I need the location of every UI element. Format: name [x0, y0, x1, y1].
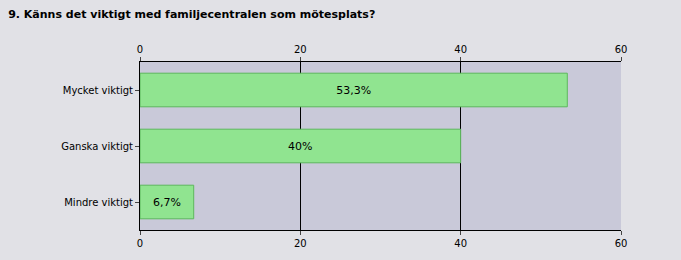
svg-text:20: 20 — [294, 44, 307, 55]
svg-text:40: 40 — [454, 238, 467, 249]
svg-text:60: 60 — [615, 238, 628, 249]
svg-text:60: 60 — [615, 44, 628, 55]
svg-text:53,3%: 53,3% — [336, 84, 371, 97]
svg-text:Mycket viktigt: Mycket viktigt — [63, 85, 133, 96]
svg-text:40%: 40% — [288, 140, 312, 153]
svg-text:6,7%: 6,7% — [153, 196, 181, 209]
svg-text:0: 0 — [137, 44, 143, 55]
svg-text:Ganska viktigt: Ganska viktigt — [61, 141, 133, 152]
svg-text:9. Känns det viktigt med famil: 9. Känns det viktigt med familjecentrale… — [8, 8, 375, 21]
svg-text:20: 20 — [294, 238, 307, 249]
svg-text:Mindre viktigt: Mindre viktigt — [64, 197, 133, 208]
svg-text:0: 0 — [137, 238, 143, 249]
svg-text:40: 40 — [454, 44, 467, 55]
